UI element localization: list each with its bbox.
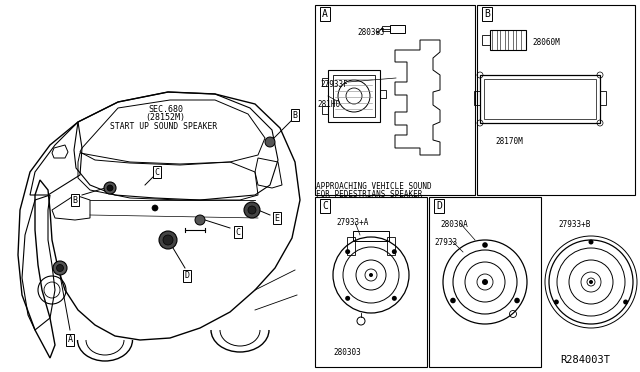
Text: 28038J: 28038J — [357, 28, 385, 37]
Text: START UP SOUND SPEAKER: START UP SOUND SPEAKER — [110, 122, 217, 131]
Circle shape — [515, 298, 520, 303]
Circle shape — [482, 242, 488, 248]
Text: D: D — [184, 272, 189, 280]
Text: A: A — [67, 336, 72, 344]
Text: 27933: 27933 — [434, 238, 457, 247]
Text: R284003T: R284003T — [560, 355, 610, 365]
Circle shape — [369, 273, 373, 277]
Text: E: E — [275, 214, 280, 222]
Bar — [600, 91, 606, 105]
Text: C: C — [322, 201, 328, 211]
Circle shape — [482, 279, 488, 285]
Circle shape — [248, 206, 256, 214]
Circle shape — [163, 235, 173, 245]
Bar — [490, 30, 526, 50]
Text: 28060M: 28060M — [532, 38, 560, 47]
Bar — [382, 26, 390, 31]
Bar — [390, 25, 405, 33]
Text: APPROACHING VEHICLE SOUND: APPROACHING VEHICLE SOUND — [316, 182, 431, 191]
Text: 28030A: 28030A — [440, 220, 468, 229]
Circle shape — [623, 299, 628, 305]
Bar — [516, 30, 521, 50]
Bar — [477, 5, 635, 195]
Circle shape — [265, 137, 275, 147]
Bar — [322, 106, 328, 114]
Text: 280303: 280303 — [333, 348, 361, 357]
Text: B: B — [72, 196, 77, 205]
Bar — [353, 231, 389, 241]
Circle shape — [195, 215, 205, 225]
Bar — [429, 197, 541, 367]
Text: C: C — [236, 228, 241, 237]
Text: A: A — [322, 9, 328, 19]
Bar — [328, 70, 380, 122]
Circle shape — [589, 240, 593, 244]
Circle shape — [392, 296, 397, 301]
Bar — [484, 79, 596, 119]
Text: 27933F: 27933F — [320, 80, 348, 89]
Bar — [474, 91, 480, 105]
Bar — [380, 90, 386, 98]
Bar — [492, 30, 497, 50]
Bar — [333, 75, 375, 117]
Circle shape — [152, 205, 158, 211]
Bar — [508, 30, 513, 50]
Circle shape — [554, 299, 559, 305]
Text: C: C — [154, 167, 159, 176]
Text: 28170M: 28170M — [495, 137, 523, 146]
Text: 281H0: 281H0 — [317, 100, 340, 109]
Text: (28152M): (28152M) — [145, 113, 185, 122]
Text: SEC.680: SEC.680 — [148, 105, 183, 114]
Bar — [322, 78, 328, 86]
Text: B: B — [484, 9, 490, 19]
Text: 27933+B: 27933+B — [558, 220, 590, 229]
Circle shape — [104, 182, 116, 194]
Bar — [387, 237, 395, 255]
Bar — [500, 30, 505, 50]
Text: FOR PEDESTRIANS SPEAKER: FOR PEDESTRIANS SPEAKER — [316, 190, 422, 199]
Circle shape — [56, 264, 63, 272]
Circle shape — [392, 249, 397, 254]
Circle shape — [53, 261, 67, 275]
Text: 27933+A: 27933+A — [336, 218, 369, 227]
Bar — [347, 237, 355, 255]
Bar — [315, 5, 475, 195]
Circle shape — [589, 280, 593, 284]
Circle shape — [244, 202, 260, 218]
Circle shape — [107, 185, 113, 191]
Circle shape — [345, 249, 350, 254]
Circle shape — [159, 231, 177, 249]
Bar — [315, 197, 427, 367]
Bar — [482, 35, 490, 45]
Circle shape — [345, 296, 350, 301]
Bar — [480, 75, 600, 123]
Circle shape — [450, 298, 456, 303]
Text: B: B — [292, 110, 298, 119]
Text: D: D — [436, 201, 442, 211]
